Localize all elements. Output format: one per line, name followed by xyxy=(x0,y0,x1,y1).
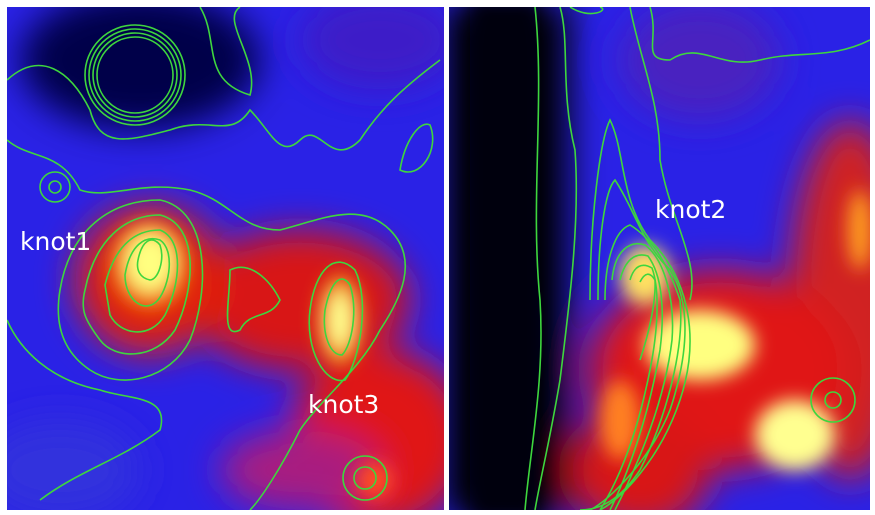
knot-label: knot2 xyxy=(655,195,726,224)
knot-label: knot1 xyxy=(20,227,91,256)
contours xyxy=(524,7,870,510)
right-panel: knot2 xyxy=(449,7,870,510)
left-panel: knot1 knot3 xyxy=(7,7,444,510)
knot-label: knot3 xyxy=(308,390,379,419)
contours xyxy=(7,7,441,510)
